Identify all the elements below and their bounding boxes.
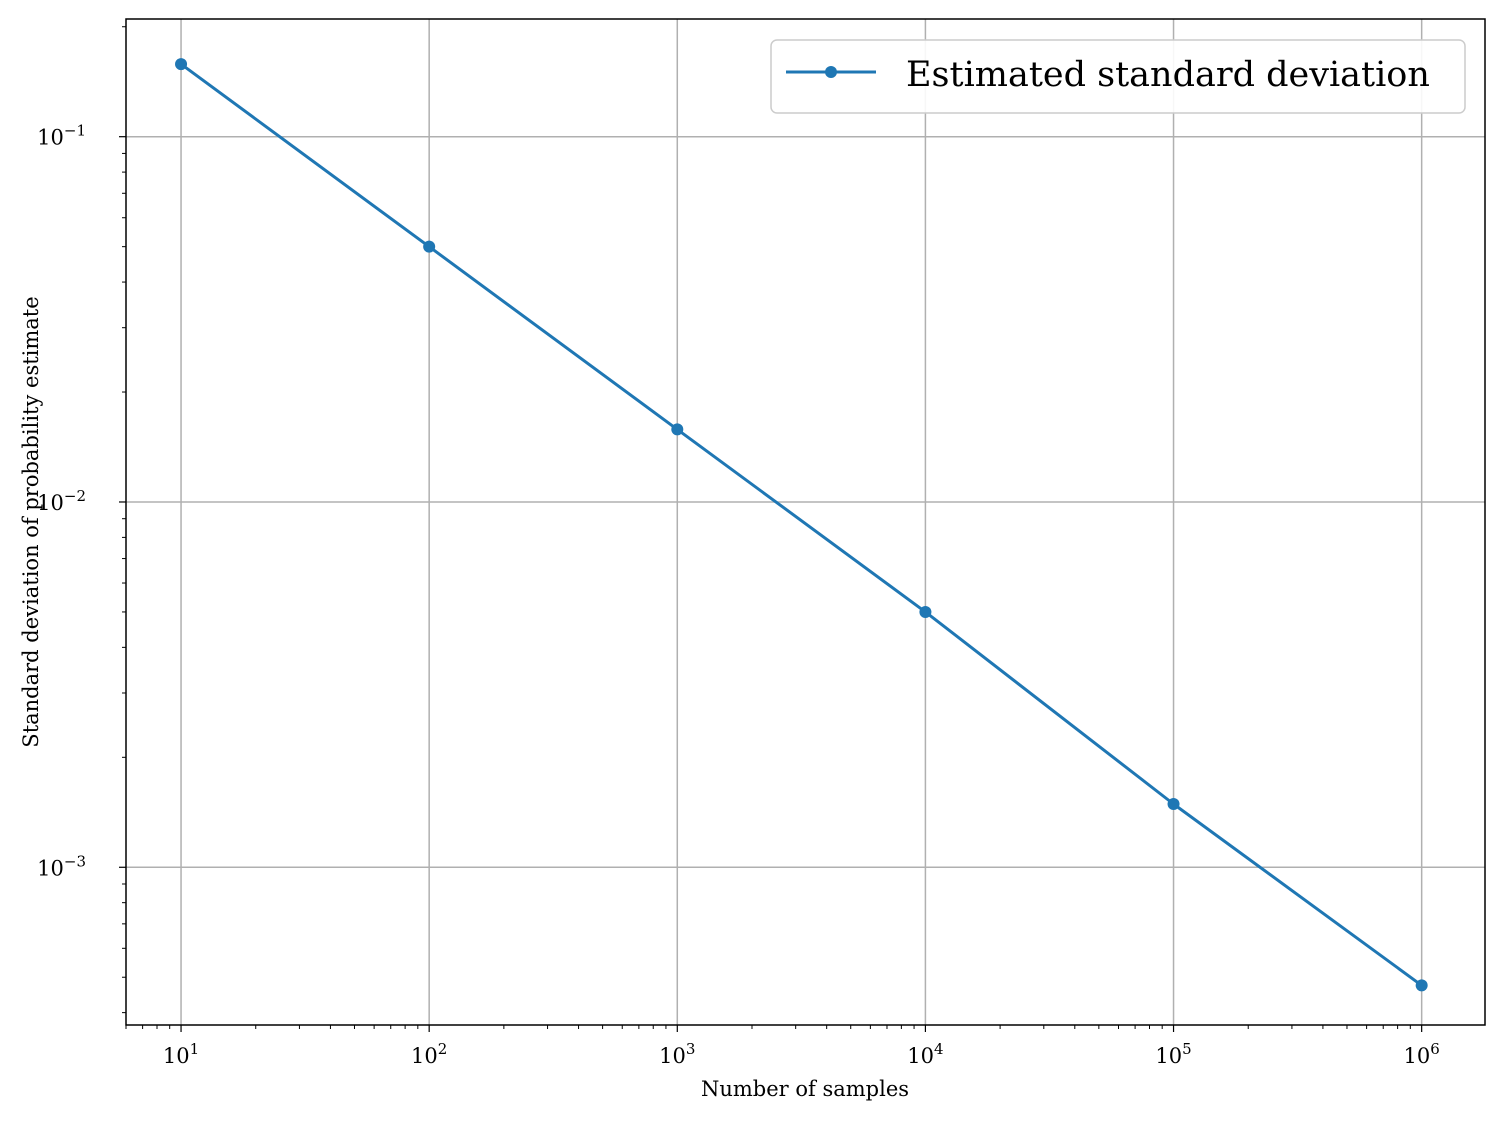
plot-frame [125, 18, 1486, 1026]
y-axis: 10−1 10−2 10−3 [37, 26, 126, 1014]
legend-marker-swatch [825, 66, 837, 78]
x-tick-label: 101 [163, 1040, 199, 1068]
data-point [1415, 979, 1428, 992]
series-line [180, 62, 1423, 987]
data-point [1167, 798, 1180, 811]
y-tick-label: 10−1 [37, 122, 86, 150]
series-layer [175, 58, 1428, 992]
x-tick-label: 104 [907, 1040, 943, 1068]
y-tick-label: 10−3 [37, 852, 86, 880]
x-tick-label: 106 [1404, 1040, 1440, 1068]
x-tick-label: 103 [659, 1040, 695, 1068]
data-point [671, 423, 684, 436]
y-axis-label: Standard deviation of probability estima… [19, 296, 43, 747]
x-tick-label: 105 [1155, 1040, 1191, 1068]
data-point [423, 240, 436, 253]
data-point [175, 58, 188, 71]
data-point [919, 605, 932, 618]
legend-box [770, 39, 1466, 114]
y-tick-label: 10−2 [37, 487, 86, 515]
x-tick-label: 102 [411, 1040, 447, 1068]
legend-label: Estimated standard deviation [906, 55, 1430, 95]
x-axis-label: Number of samples [701, 1077, 909, 1101]
legend: Estimated standard deviation [770, 39, 1466, 114]
x-axis: 101 102 103 104 105 106 [125, 1025, 1440, 1068]
